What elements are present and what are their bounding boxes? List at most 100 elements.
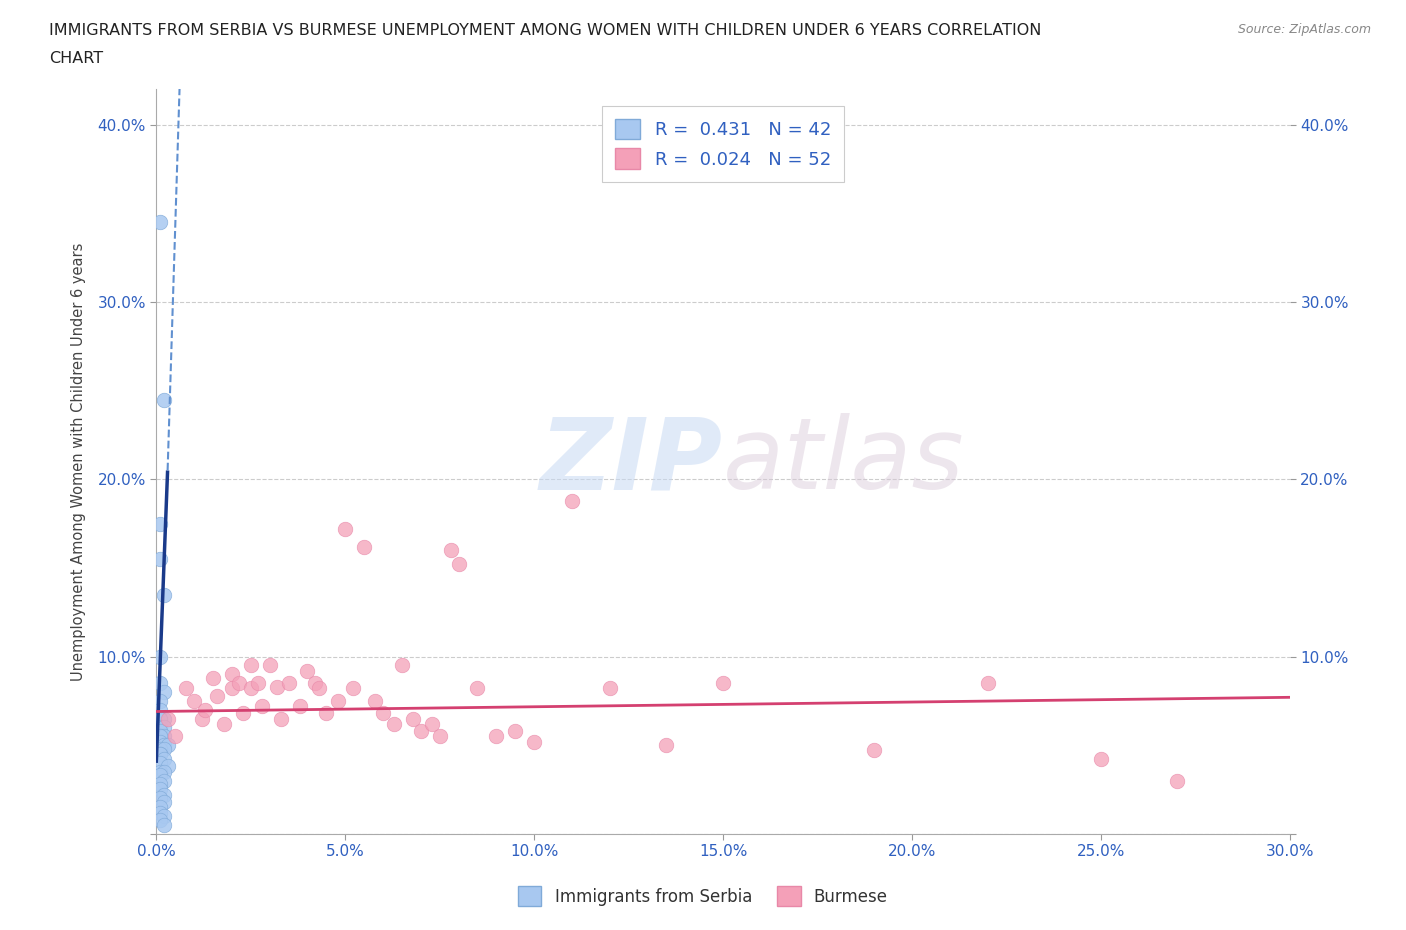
Point — [976, 676, 998, 691]
Point — [711, 676, 734, 691]
Point — [391, 658, 413, 672]
Point — [149, 747, 172, 762]
Text: ZIP: ZIP — [540, 413, 723, 510]
Point — [153, 788, 176, 803]
Point — [149, 724, 172, 738]
Point — [149, 812, 172, 827]
Point — [250, 698, 273, 713]
Point — [149, 790, 172, 805]
Point — [420, 716, 443, 731]
Point — [153, 808, 176, 823]
Point — [153, 711, 176, 726]
Point — [149, 215, 172, 230]
Point — [1090, 751, 1112, 766]
Point — [353, 539, 375, 554]
Point — [183, 694, 205, 709]
Point — [503, 724, 526, 738]
Point — [382, 716, 405, 731]
Point — [863, 743, 886, 758]
Point — [297, 663, 319, 678]
Point — [153, 817, 176, 832]
Point — [364, 694, 387, 709]
Point — [429, 729, 451, 744]
Point — [153, 587, 176, 602]
Point — [232, 706, 254, 721]
Point — [190, 711, 212, 726]
Point — [599, 681, 621, 696]
Point — [149, 729, 172, 744]
Point — [176, 681, 198, 696]
Point — [153, 729, 176, 744]
Point — [153, 764, 176, 779]
Point — [288, 698, 311, 713]
Point — [467, 681, 489, 696]
Point — [221, 681, 243, 696]
Point — [149, 741, 172, 756]
Point — [277, 676, 299, 691]
Point — [156, 711, 179, 726]
Point — [315, 706, 337, 721]
Point — [409, 724, 432, 738]
Point — [149, 782, 172, 797]
Point — [149, 805, 172, 820]
Text: atlas: atlas — [723, 413, 965, 510]
Point — [149, 747, 172, 762]
Point — [153, 751, 176, 766]
Point — [153, 684, 176, 699]
Point — [335, 522, 357, 537]
Point — [149, 711, 172, 726]
Point — [153, 741, 176, 756]
Point — [239, 681, 262, 696]
Text: Source: ZipAtlas.com: Source: ZipAtlas.com — [1237, 23, 1371, 36]
Point — [205, 688, 228, 703]
Point — [149, 649, 172, 664]
Point — [247, 676, 270, 691]
Point — [153, 392, 176, 407]
Point — [149, 755, 172, 770]
Point — [655, 737, 678, 752]
Point — [561, 493, 583, 508]
Point — [153, 737, 176, 752]
Point — [153, 773, 176, 788]
Point — [149, 702, 172, 717]
Point — [153, 720, 176, 735]
Point — [149, 694, 172, 709]
Legend: R =  0.431   N = 42, R =  0.024   N = 52: R = 0.431 N = 42, R = 0.024 N = 52 — [602, 106, 844, 182]
Point — [259, 658, 281, 672]
Point — [153, 794, 176, 809]
Point — [523, 734, 546, 749]
Legend: Immigrants from Serbia, Burmese: Immigrants from Serbia, Burmese — [512, 880, 894, 912]
Point — [485, 729, 508, 744]
Point — [228, 676, 250, 691]
Point — [149, 551, 172, 566]
Point — [304, 676, 326, 691]
Point — [165, 729, 187, 744]
Point — [194, 702, 217, 717]
Point — [447, 557, 470, 572]
Point — [326, 694, 349, 709]
Point — [239, 658, 262, 672]
Point — [371, 706, 394, 721]
Point — [201, 671, 224, 685]
Point — [149, 720, 172, 735]
Point — [156, 759, 179, 774]
Point — [149, 729, 172, 744]
Y-axis label: Unemployment Among Women with Children Under 6 years: Unemployment Among Women with Children U… — [72, 243, 86, 681]
Point — [214, 716, 236, 731]
Point — [1166, 773, 1188, 788]
Point — [440, 543, 463, 558]
Text: IMMIGRANTS FROM SERBIA VS BURMESE UNEMPLOYMENT AMONG WOMEN WITH CHILDREN UNDER 6: IMMIGRANTS FROM SERBIA VS BURMESE UNEMPL… — [49, 23, 1042, 38]
Point — [266, 679, 288, 694]
Point — [149, 516, 172, 531]
Point — [149, 676, 172, 691]
Point — [149, 764, 172, 779]
Point — [149, 777, 172, 791]
Point — [221, 667, 243, 682]
Point — [156, 737, 179, 752]
Point — [270, 711, 292, 726]
Point — [149, 768, 172, 783]
Point — [149, 800, 172, 815]
Point — [402, 711, 425, 726]
Point — [149, 734, 172, 749]
Point — [342, 681, 364, 696]
